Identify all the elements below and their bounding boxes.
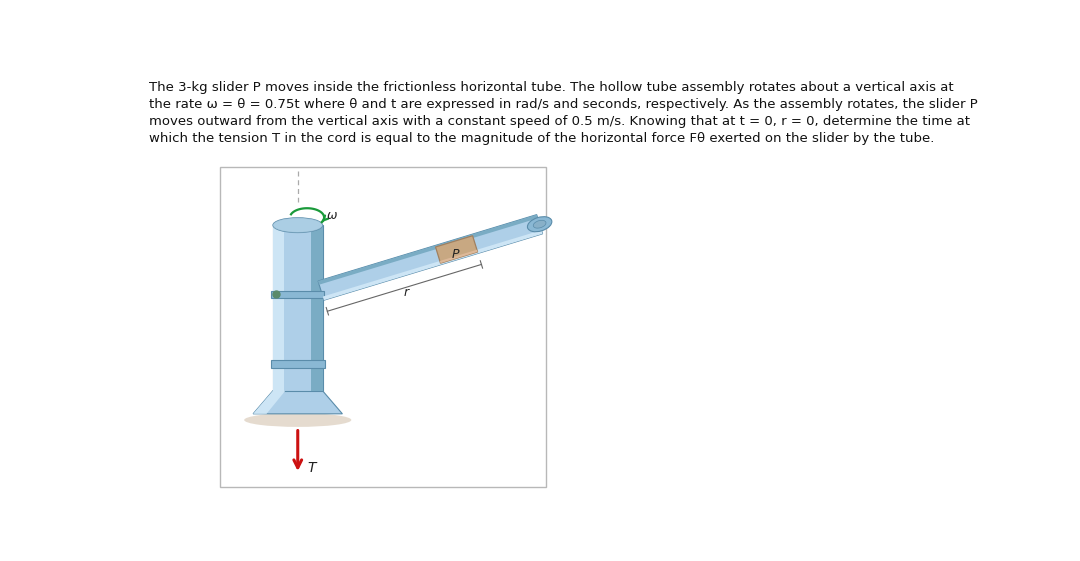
Text: T: T (307, 461, 315, 475)
Bar (273, 225, 323, 390)
Polygon shape (323, 230, 542, 300)
Bar (220, 167, 545, 487)
Polygon shape (318, 215, 542, 300)
Ellipse shape (244, 413, 351, 427)
Text: P: P (451, 248, 459, 261)
Text: The 3-kg slider P moves inside the frictionless horizontal tube. The hollow tube: The 3-kg slider P moves inside the frict… (149, 81, 954, 94)
Polygon shape (435, 236, 477, 263)
Bar (271, 360, 325, 367)
Bar (273, 225, 284, 390)
Ellipse shape (273, 218, 323, 233)
Ellipse shape (534, 220, 546, 228)
Text: the rate ω = θ = 0.75t where θ and t are expressed in rad/s and seconds, respect: the rate ω = θ = 0.75t where θ and t are… (149, 98, 977, 111)
Text: r: r (403, 286, 408, 299)
Ellipse shape (273, 218, 323, 233)
Text: $\omega$: $\omega$ (326, 209, 338, 222)
Bar (311, 225, 323, 390)
Text: which the tension T in the cord is equal to the magnitude of the horizontal forc: which the tension T in the cord is equal… (149, 132, 934, 145)
Text: moves outward from the vertical axis with a constant speed of 0.5 m/s. Knowing t: moves outward from the vertical axis wit… (149, 115, 970, 128)
Polygon shape (253, 390, 342, 414)
Polygon shape (318, 215, 538, 284)
Polygon shape (440, 250, 477, 263)
Ellipse shape (527, 217, 552, 232)
Bar (271, 291, 324, 297)
Polygon shape (253, 390, 285, 414)
